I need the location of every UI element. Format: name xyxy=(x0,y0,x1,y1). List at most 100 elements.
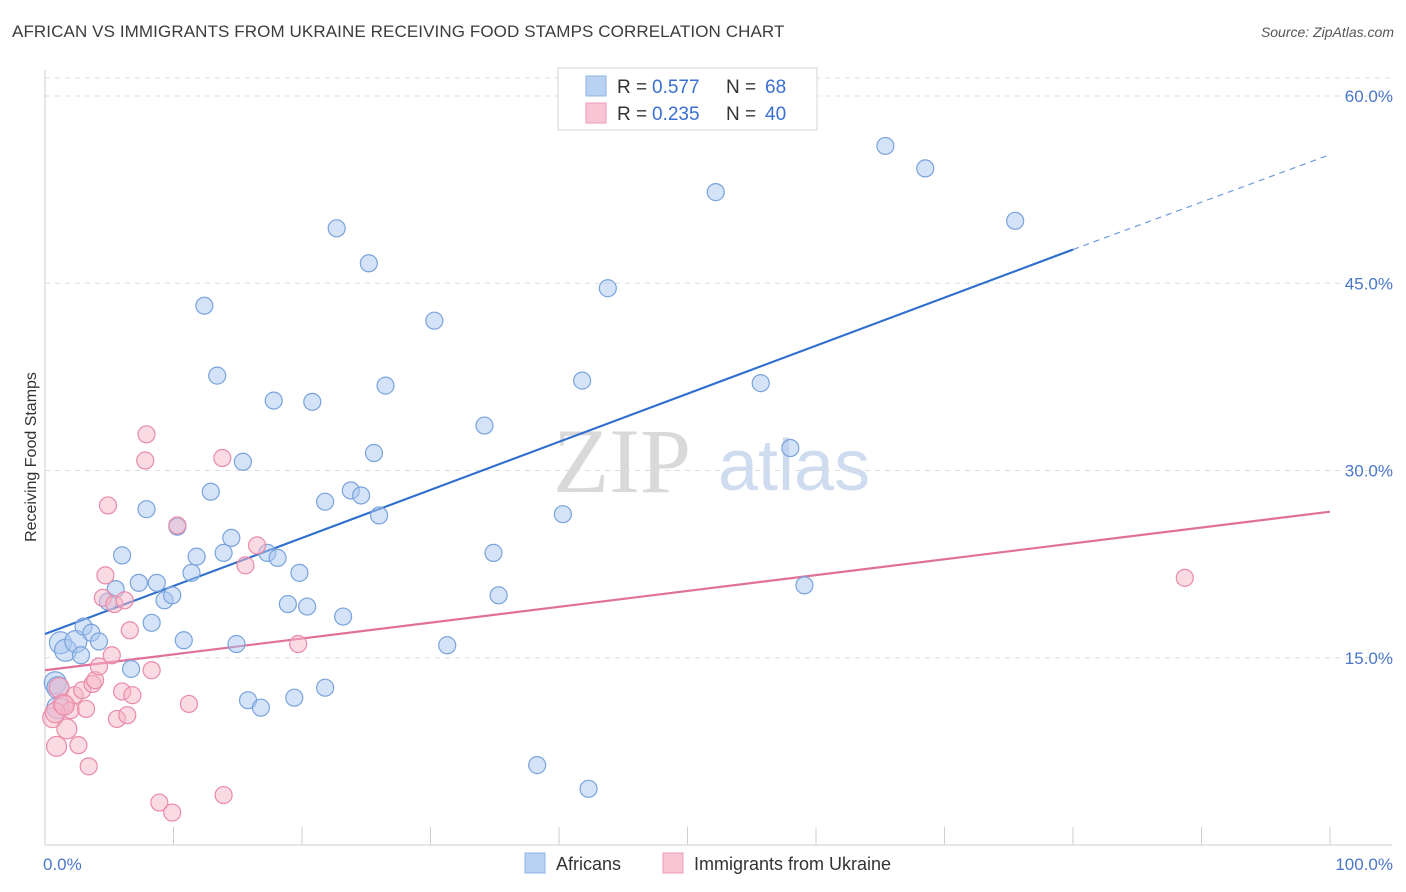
tick-labels: 15.0% 30.0% 45.0% 60.0% 0.0% 100.0% xyxy=(43,87,1393,874)
trend-line-africans-extension xyxy=(1072,154,1331,251)
watermark-zip: ZIP xyxy=(553,410,691,512)
point-africans xyxy=(187,547,206,566)
point-africans xyxy=(370,506,389,525)
point-ukraine xyxy=(89,657,109,676)
point-ukraine xyxy=(115,591,134,610)
point-africans xyxy=(195,296,214,315)
point-ukraine xyxy=(168,516,187,535)
point-ukraine xyxy=(236,556,255,575)
legend-swatch-africans xyxy=(585,75,607,97)
point-africans xyxy=(298,597,317,616)
point-africans xyxy=(876,136,895,156)
point-ukraine xyxy=(150,793,169,812)
point-africans xyxy=(163,586,182,605)
point-ukraine xyxy=(96,566,115,585)
point-africans xyxy=(214,543,233,562)
point-africans xyxy=(222,528,241,548)
point-africans xyxy=(598,279,617,298)
point-ukraine xyxy=(289,634,308,654)
point-africans xyxy=(916,159,935,178)
point-africans xyxy=(227,634,246,654)
point-africans xyxy=(781,438,800,458)
point-africans xyxy=(278,594,297,614)
data-points xyxy=(42,136,1194,822)
point-africans xyxy=(579,779,598,798)
point-ukraine xyxy=(1175,568,1194,587)
y-tick-label: 30.0% xyxy=(1345,462,1393,481)
point-africans xyxy=(89,632,109,651)
y-tick-label: 45.0% xyxy=(1345,274,1393,293)
point-africans xyxy=(795,576,814,595)
legend-r-value-2: 0.235 xyxy=(652,104,700,125)
point-africans xyxy=(475,416,494,435)
point-ukraine xyxy=(137,425,156,444)
point-ukraine xyxy=(102,646,121,665)
point-africans xyxy=(303,392,322,411)
point-ukraine xyxy=(45,735,68,757)
point-africans xyxy=(264,391,283,410)
point-africans xyxy=(147,573,166,592)
point-africans xyxy=(327,219,346,238)
legend-r-label-1: R = xyxy=(617,77,647,98)
trend-lines xyxy=(44,154,1331,672)
point-africans xyxy=(182,563,201,582)
trend-line-africans xyxy=(44,248,1074,636)
point-ukraine xyxy=(120,621,139,640)
point-africans xyxy=(352,486,371,505)
bottom-legend: Africans Immigrants from Ukraine xyxy=(524,852,891,874)
point-africans xyxy=(316,492,335,511)
point-africans xyxy=(268,548,287,567)
point-ukraine xyxy=(163,803,182,822)
point-africans xyxy=(142,613,161,632)
legend-n-value-2: 40 xyxy=(765,104,786,125)
point-africans xyxy=(359,254,378,273)
point-africans xyxy=(376,376,395,395)
point-africans xyxy=(425,311,444,330)
point-africans xyxy=(334,607,353,626)
x-tick-label-min: 0.0% xyxy=(43,855,82,874)
point-africans xyxy=(121,659,141,679)
legend-r-value-1: 0.577 xyxy=(652,77,700,98)
point-africans xyxy=(71,646,91,665)
point-ukraine xyxy=(77,699,96,719)
point-ukraine xyxy=(79,757,98,776)
bottom-legend-swatch-africans xyxy=(524,852,546,874)
point-africans xyxy=(364,443,384,463)
legend-n-value-1: 68 xyxy=(765,77,786,98)
point-africans xyxy=(208,366,227,385)
trend-line-ukraine xyxy=(44,510,1331,672)
point-africans xyxy=(285,688,304,707)
y-tick-label: 60.0% xyxy=(1345,87,1393,106)
source-label: Source: ZipAtlas.com xyxy=(1260,24,1394,40)
point-africans xyxy=(1006,211,1025,230)
point-africans xyxy=(528,756,547,775)
point-africans xyxy=(751,374,770,393)
bottom-legend-africans: Africans xyxy=(556,854,621,874)
legend-swatch-ukraine xyxy=(585,102,607,124)
legend-n-label-2: N = xyxy=(726,104,756,125)
y-axis-label: Receiving Food Stamps xyxy=(23,372,40,542)
y-tick-label: 15.0% xyxy=(1345,649,1393,668)
point-ukraine xyxy=(53,694,75,716)
point-ukraine xyxy=(213,448,232,468)
chart-title: AFRICAN VS IMMIGRANTS FROM UKRAINE RECEI… xyxy=(12,22,785,41)
point-africans xyxy=(438,636,457,655)
point-africans xyxy=(484,543,503,562)
bottom-legend-swatch-ukraine xyxy=(662,852,684,874)
point-africans xyxy=(112,546,132,565)
point-africans xyxy=(201,482,220,501)
point-ukraine xyxy=(214,785,233,805)
point-africans xyxy=(489,586,508,605)
point-africans xyxy=(290,563,309,582)
point-africans xyxy=(573,371,592,390)
point-ukraine xyxy=(69,736,88,755)
legend-r-label-2: R = xyxy=(617,104,647,125)
point-ukraine xyxy=(56,718,78,740)
point-africans xyxy=(251,698,270,717)
x-tick-label-max: 100.0% xyxy=(1335,855,1393,874)
legend-n-label-1: N = xyxy=(726,77,756,98)
point-ukraine xyxy=(142,661,161,680)
point-africans xyxy=(553,505,572,524)
point-africans xyxy=(706,183,725,202)
